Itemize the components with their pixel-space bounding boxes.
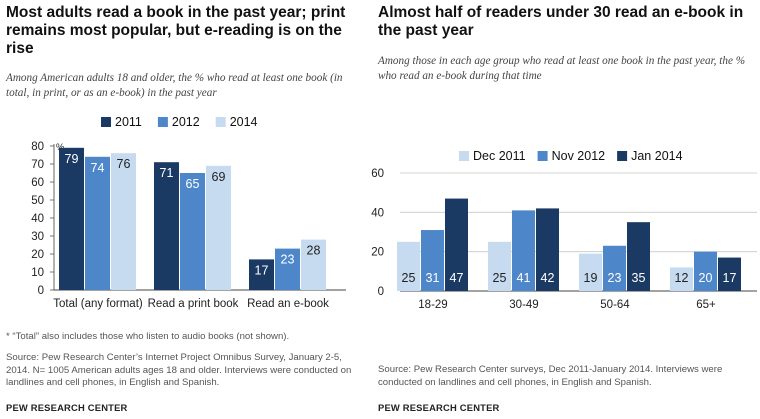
data-label: 71 xyxy=(160,166,174,180)
y-tick-label: 20 xyxy=(371,247,384,259)
data-label: 12 xyxy=(675,271,689,285)
brand-label: PEW RESEARCH CENTER xyxy=(378,402,500,413)
data-label: 42 xyxy=(541,271,555,285)
bar xyxy=(579,253,602,291)
data-label: 74 xyxy=(91,161,105,175)
bar xyxy=(694,251,717,291)
legend-swatch xyxy=(459,151,469,161)
chart-subtitle: Among those in each age group who read a… xyxy=(378,55,746,82)
bar xyxy=(421,230,444,291)
legend-label: Nov 2012 xyxy=(552,149,606,163)
legend-swatch xyxy=(617,151,628,161)
legend-label: Jan 2014 xyxy=(631,149,682,163)
bar xyxy=(603,245,626,291)
y-tick-label: 30 xyxy=(31,231,44,243)
chart-title: Almost half of readers under 30 read an … xyxy=(378,4,744,39)
data-label: 23 xyxy=(281,253,295,267)
data-label: 47 xyxy=(450,271,464,285)
x-tick-label: 50-64 xyxy=(600,299,630,311)
left-bar-chart: 0 10 20 30 40 50 60 70 80 %79 74 76 Total (any forma… xyxy=(31,115,346,310)
y-tick-label: 0 xyxy=(38,285,44,297)
y-tick-label: 60 xyxy=(371,168,384,180)
y-tick-label: 0 xyxy=(378,286,384,298)
y-tick-label: 80 xyxy=(31,141,44,153)
bar xyxy=(275,248,300,290)
x-tick-label: Total (any format) xyxy=(53,298,143,310)
y-unit-label: % xyxy=(56,142,65,153)
chart-subtitle: Among American adults 18 and older, the … xyxy=(6,72,343,99)
right-chart-panel: Almost half of readers under 30 read an … xyxy=(371,0,760,419)
bar xyxy=(249,259,274,290)
bar xyxy=(627,222,650,291)
x-tick-label: 30-49 xyxy=(509,299,538,311)
data-label: 17 xyxy=(255,263,269,277)
y-tick-label: 70 xyxy=(31,159,44,171)
bar xyxy=(154,162,179,290)
chart-source: Source: Pew Research Center’s Internet P… xyxy=(6,352,352,388)
bar xyxy=(206,165,231,290)
legend-label: Dec 2011 xyxy=(473,149,526,163)
bar xyxy=(180,173,205,290)
data-label: 17 xyxy=(723,271,737,285)
data-label: 28 xyxy=(307,244,321,258)
brand-label: PEW RESEARCH CENTER xyxy=(6,402,128,413)
legend-swatch xyxy=(215,117,226,127)
legend-label: 2014 xyxy=(230,115,258,129)
chart-source: Source: Pew Research Center surveys, Dec… xyxy=(378,364,723,388)
data-label: 41 xyxy=(517,271,531,285)
chart-footnote: * “Total” also includes those who listen… xyxy=(6,331,290,342)
data-label: 20 xyxy=(699,271,713,285)
right-bar-chart: 0 20 40 60 25 31 47 18-29 25 41 42 30-49 19 23 35 50-64… xyxy=(371,149,757,311)
data-label: 31 xyxy=(426,271,440,285)
data-label: 25 xyxy=(402,271,416,285)
bar xyxy=(670,267,693,291)
bar xyxy=(445,198,468,291)
left-chart-panel: Most adults read a book in the past year… xyxy=(0,0,370,419)
legend-label: 2012 xyxy=(172,115,200,129)
bar xyxy=(59,147,84,290)
x-tick-label: 18-29 xyxy=(418,299,447,311)
x-tick-label: Read an e-book xyxy=(247,298,329,310)
bar xyxy=(718,257,741,291)
data-label: 65 xyxy=(186,177,200,191)
bar xyxy=(301,239,326,290)
bar xyxy=(85,156,110,290)
bar xyxy=(536,208,559,291)
y-tick-label: 20 xyxy=(31,249,44,261)
bar xyxy=(512,210,535,291)
data-label: 76 xyxy=(117,157,131,171)
legend-swatch xyxy=(537,151,548,161)
y-tick-label: 10 xyxy=(31,267,44,279)
y-tick-label: 40 xyxy=(371,207,384,219)
y-tick-label: 60 xyxy=(31,177,44,189)
legend-label: 2011 xyxy=(115,115,142,129)
legend-swatch xyxy=(157,117,168,127)
data-label: 19 xyxy=(584,271,598,285)
data-label: 69 xyxy=(212,170,226,184)
legend-swatch xyxy=(101,117,111,127)
bar xyxy=(111,153,136,290)
y-tick-label: 50 xyxy=(31,195,44,207)
x-tick-label: 65+ xyxy=(696,299,716,311)
data-label: 23 xyxy=(608,271,622,285)
data-label: 35 xyxy=(632,271,646,285)
data-label: 25 xyxy=(493,271,507,285)
data-label: 79 xyxy=(65,152,79,166)
chart-title: Most adults read a book in the past year… xyxy=(6,4,346,57)
x-tick-label: Read a print book xyxy=(148,298,239,310)
bar xyxy=(397,241,420,291)
bar xyxy=(488,241,511,291)
y-tick-label: 40 xyxy=(31,213,44,225)
